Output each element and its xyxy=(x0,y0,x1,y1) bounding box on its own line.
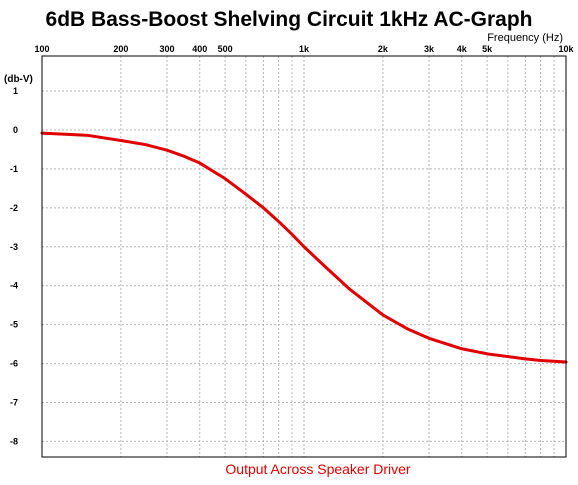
x-tick-label: 400 xyxy=(192,44,207,54)
x-tick-label: 4k xyxy=(457,44,468,54)
x-tick-label: 200 xyxy=(113,44,128,54)
y-tick-label: -3 xyxy=(10,242,18,252)
x-tick-label: 300 xyxy=(159,44,174,54)
chart-title: 6dB Bass-Boost Shelving Circuit 1kHz AC-… xyxy=(46,8,533,31)
x-tick-label: 500 xyxy=(218,44,233,54)
y-axis-title: (db-V) xyxy=(4,74,33,85)
y-tick-label: -7 xyxy=(10,397,18,407)
x-tick-labels: 100 200 300 400 500 1k 2k 3k 4k 5k 10k xyxy=(34,44,574,54)
x-tick-label: 10k xyxy=(558,44,574,54)
y-tick-labels: 1 0 -1 -2 -3 -4 -5 -6 -7 -8 xyxy=(10,86,18,446)
x-tick-label: 1k xyxy=(299,44,310,54)
chart-caption: Output Across Speaker Driver xyxy=(225,461,411,477)
y-tick-label: -8 xyxy=(10,436,18,446)
y-tick-label: -6 xyxy=(10,359,18,369)
y-tick-label: 0 xyxy=(13,125,18,135)
x-tick-label: 3k xyxy=(424,44,435,54)
y-tick-label: -4 xyxy=(10,281,18,291)
y-tick-label: -1 xyxy=(10,164,18,174)
y-tick-label: -5 xyxy=(10,320,18,330)
series-layer xyxy=(40,131,568,364)
y-tick-label: -2 xyxy=(10,203,18,213)
x-tick-label: 2k xyxy=(378,44,389,54)
plot-frame xyxy=(41,55,567,458)
series-line xyxy=(40,131,568,364)
x-tick-label: 100 xyxy=(34,44,49,54)
grid xyxy=(42,56,566,457)
x-tick-label: 5k xyxy=(482,44,493,54)
y-tick-label: 1 xyxy=(13,86,18,96)
x-axis-title: Frequency (Hz) xyxy=(487,32,563,44)
